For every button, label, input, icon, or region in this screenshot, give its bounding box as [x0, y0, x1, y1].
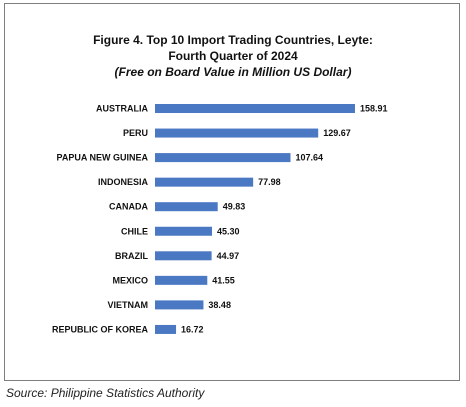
data-label: 77.98 [258, 177, 281, 187]
data-label: 16.72 [181, 324, 204, 334]
data-label: 38.48 [208, 300, 231, 310]
bar [155, 153, 291, 163]
bar [155, 300, 204, 310]
category-label: REPUBLIC OF KOREA [52, 324, 149, 334]
bar [155, 275, 208, 285]
chart-title-line2: Fourth Quarter of 2024 [168, 49, 298, 63]
category-label: PERU [123, 128, 148, 138]
bar [155, 226, 213, 236]
category-label: BRAZIL [115, 251, 148, 261]
source-note: Source: Philippine Statistics Authority [6, 386, 205, 400]
category-label: MEXICO [112, 275, 148, 285]
chart-title-block: Figure 4. Top 10 Import Trading Countrie… [0, 32, 466, 80]
data-label: 158.91 [360, 104, 388, 114]
data-label: 45.30 [217, 226, 240, 236]
category-label: INDONESIA [98, 177, 149, 187]
category-label: CHILE [121, 226, 148, 236]
bar [155, 202, 218, 212]
chart-subtitle: (Free on Board Value in Million US Dolla… [114, 65, 352, 79]
bar [155, 128, 319, 138]
category-label: AUSTRALIA [96, 104, 148, 114]
chart-frame [4, 3, 460, 381]
data-label: 44.97 [217, 251, 240, 261]
data-label: 49.83 [223, 202, 246, 212]
data-label: 107.64 [295, 153, 323, 163]
category-label: PAPUA NEW GUINEA [56, 153, 148, 163]
bar [155, 104, 355, 113]
data-label: 41.55 [212, 275, 235, 285]
bar [155, 251, 212, 261]
bar [155, 177, 254, 187]
bar-chart: AUSTRALIA 158.91 PERU 129.67 PAPUA NEW GUINE… [52, 104, 388, 335]
category-label: VIETNAM [108, 300, 149, 310]
bar [155, 324, 177, 334]
data-label: 129.67 [323, 128, 351, 138]
category-label: CANADA [109, 202, 148, 212]
chart-title: Figure 4. Top 10 Import Trading Countrie… [93, 33, 373, 47]
